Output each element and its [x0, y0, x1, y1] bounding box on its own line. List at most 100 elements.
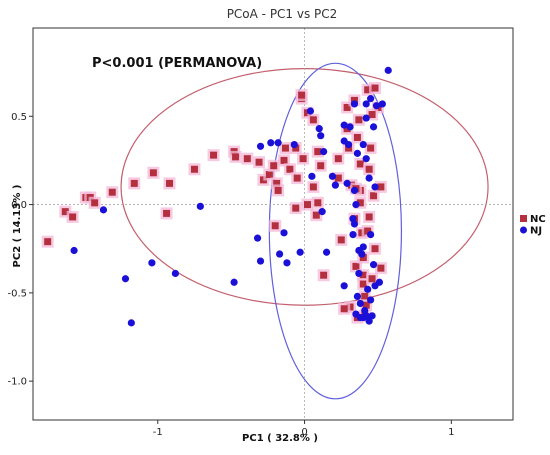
point-nc: [359, 280, 367, 288]
point-nj: [70, 246, 78, 255]
point-nj: [368, 312, 376, 320]
series-nc-points: [41, 82, 387, 324]
point-nc: [243, 155, 251, 163]
point-nc: [352, 262, 360, 270]
point-nj: [306, 107, 315, 115]
point-nc: [149, 169, 157, 177]
point-nj: [355, 269, 363, 278]
point-nj: [356, 313, 364, 322]
y-axis-title: PC2 ( 14.13% ): [12, 185, 23, 268]
y-axis: 0.5 0.0 -0.5 -1.0: [7, 112, 33, 388]
x-tick-label: 0: [301, 427, 307, 438]
point-nc: [292, 204, 300, 212]
point-nj: [315, 125, 323, 133]
point-nc: [353, 133, 361, 141]
point-nc: [317, 162, 325, 170]
point-nj: [283, 259, 291, 267]
point-nc: [303, 201, 311, 209]
point-nc: [130, 179, 138, 187]
point-nc: [309, 116, 317, 124]
point-nc: [343, 103, 351, 111]
point-nj: [369, 261, 378, 269]
point-nc: [314, 148, 322, 156]
point-nj: [350, 220, 359, 228]
point-nj: [378, 100, 386, 108]
point-nc: [356, 160, 364, 168]
point-nc: [286, 165, 294, 173]
point-nj: [362, 114, 370, 122]
point-nj: [274, 139, 282, 147]
point-nc: [361, 292, 369, 300]
point-nc: [271, 222, 279, 230]
point-nc: [337, 236, 345, 244]
point-nj: [343, 179, 351, 187]
point-nj: [359, 243, 367, 251]
point-nj: [331, 181, 339, 189]
chart-title: PCoA - PC1 vs PC2: [227, 7, 338, 21]
annotation-permanova: P<0.001 (PERMANOVA): [92, 56, 262, 71]
point-nj: [256, 142, 265, 150]
plot-area: [33, 28, 513, 420]
point-nc: [314, 199, 322, 207]
point-nj: [340, 282, 348, 290]
x-axis-title: PC1 ( 32.8% ): [242, 433, 318, 444]
legend-marker-nc: [520, 215, 527, 222]
point-nj: [127, 319, 135, 327]
point-nc: [265, 171, 273, 179]
point-nj: [349, 230, 357, 239]
y-tick-label: -1.0: [7, 377, 27, 388]
point-nc: [166, 179, 174, 187]
point-nc: [298, 91, 306, 99]
point-nj: [356, 299, 364, 308]
point-nc: [371, 84, 379, 92]
point-nc: [334, 174, 342, 182]
point-nj: [280, 229, 288, 237]
point-nj: [267, 139, 275, 147]
point-nc: [190, 165, 198, 173]
point-nj: [362, 155, 370, 163]
point-nc: [61, 208, 69, 216]
legend-marker-nj: [520, 226, 527, 234]
point-nc: [340, 305, 348, 313]
point-nc: [367, 144, 375, 152]
point-nj: [353, 149, 362, 157]
point-nc: [364, 86, 372, 94]
point-nj: [322, 248, 331, 256]
point-nj: [367, 296, 375, 304]
point-nc: [293, 174, 301, 182]
point-nc: [108, 188, 116, 196]
point-nc: [274, 186, 282, 194]
point-nj: [121, 275, 130, 283]
point-nj: [290, 140, 298, 149]
point-nj: [317, 132, 325, 140]
y-tick-label: -0.5: [7, 288, 27, 299]
legend-label-nj: NJ: [530, 226, 542, 237]
point-nj: [350, 186, 359, 195]
point-nj: [344, 140, 353, 149]
point-nc: [312, 211, 320, 219]
point-nj: [346, 123, 354, 131]
point-nj: [367, 230, 375, 239]
point-nc: [273, 179, 281, 187]
point-nj: [362, 100, 370, 108]
point-nc: [163, 209, 171, 217]
point-nc: [255, 158, 263, 166]
point-nj: [328, 172, 337, 180]
series-nj-points: [70, 66, 392, 327]
x-tick-label: 1: [448, 427, 454, 438]
point-nc: [359, 254, 367, 262]
point-nj: [171, 269, 179, 278]
point-nc: [364, 227, 372, 235]
point-nj: [365, 317, 373, 325]
point-nc: [368, 275, 376, 283]
point-nj: [375, 278, 384, 286]
point-nj: [353, 292, 362, 300]
point-nc: [232, 153, 240, 161]
point-nc: [377, 183, 385, 191]
point-nc: [292, 144, 300, 152]
point-nc: [44, 238, 52, 246]
point-nc: [365, 165, 373, 173]
point-nj: [365, 174, 373, 182]
point-nc: [309, 183, 317, 191]
